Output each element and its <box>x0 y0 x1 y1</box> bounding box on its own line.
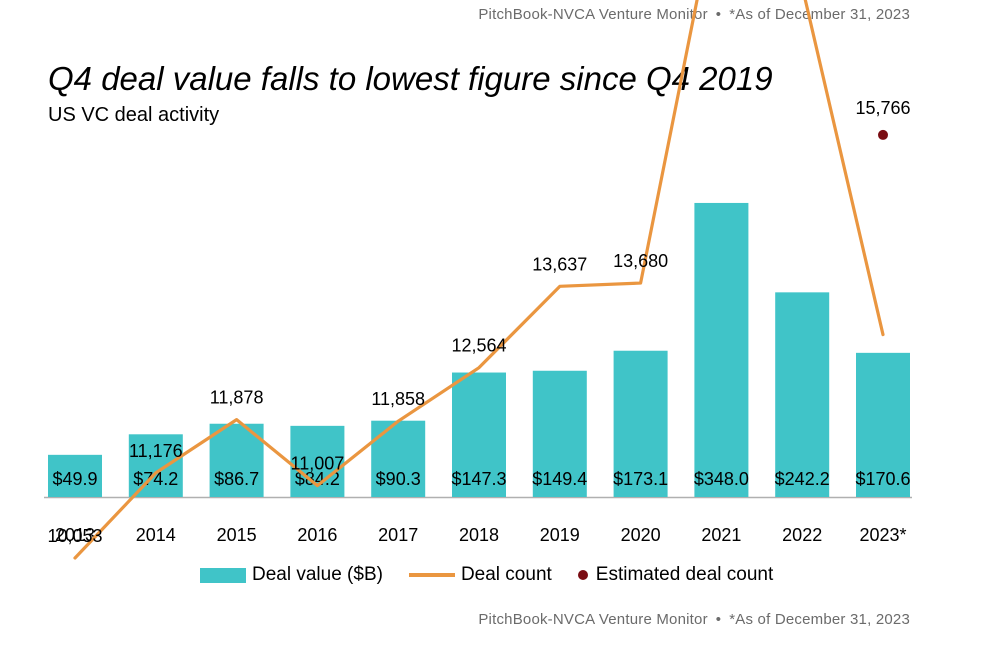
source-date-note: *As of December 31, 2023 <box>729 6 910 23</box>
bar-label-2017: $90.3 <box>376 469 421 489</box>
bar-deal-value-2023* <box>856 352 910 497</box>
legend-label-deal-value: Deal value ($B) <box>252 564 383 585</box>
x-tick-label-2022: 2022 <box>782 525 822 545</box>
bar-deal-value-2014 <box>128 434 183 497</box>
bar-label-2022: $242.2 <box>775 469 830 489</box>
x-tick-label-2021: 2021 <box>701 525 741 545</box>
bar-deal-value-2018 <box>452 372 506 497</box>
legend-item-estimated: Estimated deal count <box>577 564 774 586</box>
source-publisher: PitchBook-NVCA Venture Monitor <box>478 611 708 628</box>
line-label-2017: 11,858 <box>371 389 425 409</box>
series-line-deal-count <box>73 0 885 560</box>
line-label-2016: 11,007 <box>291 454 345 474</box>
bar-deal-value-2019 <box>532 370 587 497</box>
x-tick-label-2019: 2019 <box>540 525 580 545</box>
x-tick-label-2013: 2013 <box>55 525 95 545</box>
bar-deal-value-2020 <box>613 350 668 497</box>
x-tick-label-2018: 2018 <box>459 525 499 545</box>
bar-deal-value-2017 <box>371 420 426 497</box>
bar-deal-value-2022 <box>775 292 830 497</box>
bar-label-2015: $86.7 <box>214 469 259 489</box>
bar-label-2019: $149.4 <box>532 469 587 489</box>
legend-item-deal-count: Deal count <box>408 564 552 586</box>
line-label-2014: 11,176 <box>129 441 183 461</box>
bar-deal-value-2021 <box>694 202 749 497</box>
bar-label-2020: $173.1 <box>613 469 668 489</box>
x-tick-label-2017: 2017 <box>378 525 418 545</box>
x-tick-label-2023*: 2023* <box>859 525 906 545</box>
line-label-2013: 10,053 <box>47 526 102 546</box>
bar-label-2016: $84.2 <box>295 469 340 489</box>
x-tick-label-2020: 2020 <box>621 525 661 545</box>
chart-subtitle: US VC deal activity <box>48 104 220 126</box>
legend-swatch-dot <box>577 570 588 580</box>
legend-swatch-bar <box>200 567 246 583</box>
x-tick-label-2014: 2014 <box>136 525 176 545</box>
legend-swatch-line <box>408 573 455 577</box>
chart-title: Q4 deal value falls to lowest figure sin… <box>48 60 773 97</box>
source-note-bottom: PitchBook-NVCA Venture Monitor • *As of De… <box>478 611 910 628</box>
source-date-note: *As of December 31, 2023 <box>729 611 910 628</box>
chart-legend: Deal value ($B) Deal count Estimated dea… <box>200 564 799 586</box>
bar-label-2013: $49.9 <box>52 469 97 489</box>
source-publisher: PitchBook-NVCA Venture Monitor <box>478 6 708 23</box>
x-tick-label-2016: 2016 <box>297 525 337 545</box>
bar-label-2023*: $170.6 <box>855 469 910 489</box>
line-label-2020: 13,680 <box>613 251 668 271</box>
source-separator: • <box>715 6 722 23</box>
bar-label-2021: $348.0 <box>694 469 749 489</box>
bar-deal-value-2013 <box>48 454 102 497</box>
source-note-top: PitchBook-NVCA Venture Monitor • *As of De… <box>478 6 910 23</box>
point-estimated-deal-count <box>878 129 888 140</box>
bar-label-2018: $147.3 <box>451 469 506 489</box>
line-label-2019: 13,637 <box>532 254 587 274</box>
x-tick-label-2015: 2015 <box>217 525 257 545</box>
legend-item-deal-value: Deal value ($B) <box>200 564 383 586</box>
source-separator: • <box>715 611 722 628</box>
line-label-2018: 12,564 <box>451 336 506 356</box>
legend-label-estimated: Estimated deal count <box>595 564 774 585</box>
line-label-2015: 11,878 <box>210 388 264 408</box>
legend-label-deal-count: Deal count <box>460 564 552 585</box>
estimated-label-2023*: 15,766 <box>855 98 910 118</box>
